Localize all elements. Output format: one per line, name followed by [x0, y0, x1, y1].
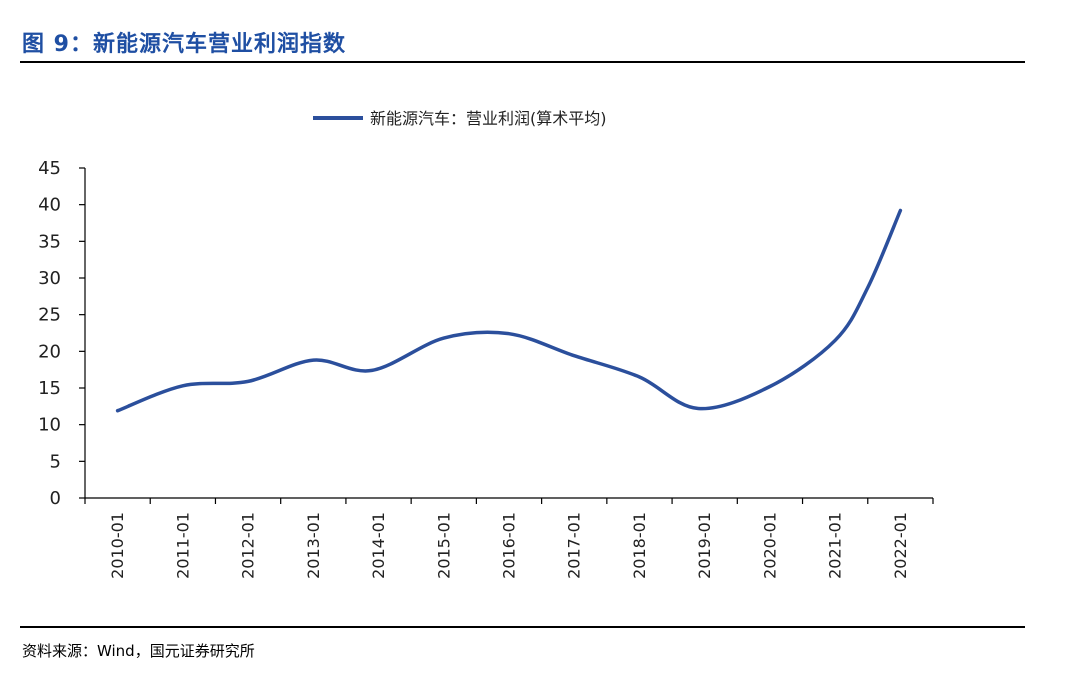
x-tick-label: 2011-01	[173, 512, 192, 579]
legend-label: 新能源汽车：营业利润(算术平均)	[370, 109, 607, 128]
x-tick-label: 2022-01	[891, 512, 910, 579]
y-tick-label: 25	[38, 305, 61, 326]
y-tick-label: 0	[50, 488, 61, 509]
y-tick-label: 15	[38, 378, 61, 399]
x-tick-label: 2013-01	[304, 512, 323, 579]
y-tick-label: 35	[38, 231, 61, 252]
series-group	[115, 208, 903, 413]
x-tick-label: 2019-01	[695, 512, 714, 579]
legend: 新能源汽车：营业利润(算术平均)	[313, 109, 607, 128]
x-tick-label: 2021-01	[826, 512, 845, 579]
y-tick-label: 30	[38, 268, 61, 289]
x-tick-label: 2017-01	[565, 512, 584, 579]
y-tick-label: 45	[38, 158, 61, 179]
y-tick-label: 20	[38, 341, 61, 362]
x-tick-label: 2012-01	[239, 512, 258, 579]
figure-title: 图 9：新能源汽车营业利润指数	[22, 32, 346, 57]
x-tick-label: 2010-01	[108, 512, 127, 579]
source-note: 资料来源：Wind，国元证券研究所	[22, 642, 255, 660]
y-tick-label: 10	[38, 415, 61, 436]
axes	[84, 168, 933, 499]
x-tick-label: 2016-01	[500, 512, 519, 579]
y-axis-ticks: 0 5 10 15 20 25 30 35 40 45	[38, 158, 85, 509]
x-axis-ticks: 2010-01 2011-01 2012-01 2013-01 2014-01 2015-…	[84, 498, 934, 579]
x-tick-label: 2020-01	[760, 512, 779, 579]
y-tick-label: 5	[50, 451, 61, 472]
source-divider	[20, 626, 1025, 628]
series-line	[115, 208, 903, 413]
x-tick-label: 2014-01	[369, 512, 388, 579]
x-tick-label: 2018-01	[630, 512, 649, 579]
x-tick-label: 2015-01	[434, 512, 453, 579]
title-divider	[20, 61, 1025, 63]
y-tick-label: 40	[38, 195, 61, 216]
